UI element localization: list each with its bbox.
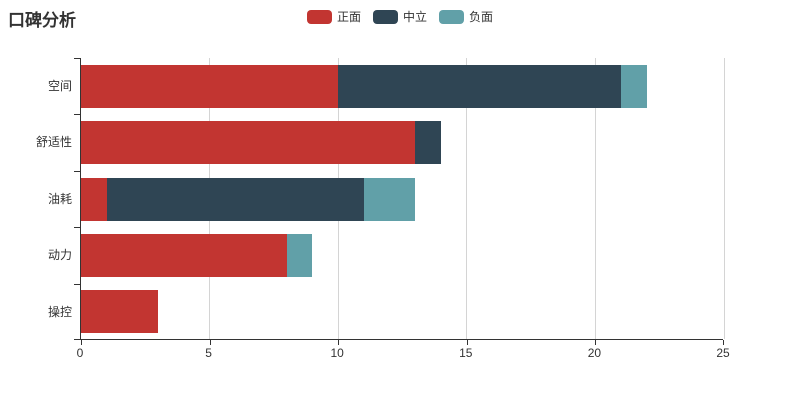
gridline-x-15 xyxy=(466,58,468,339)
x-axis-tick-label-20: 20 xyxy=(587,346,602,360)
x-axis-tick xyxy=(723,340,724,345)
legend: 正面 中立 负面 xyxy=(0,8,800,25)
legend-swatch-negative xyxy=(439,9,464,24)
bar-row-4 xyxy=(81,290,159,334)
y-axis-tick xyxy=(74,284,80,285)
bar-segment-s2-c0[interactable] xyxy=(621,64,647,108)
legend-label-negative: 负面 xyxy=(469,10,494,24)
bar-segment-s2-c2[interactable] xyxy=(363,177,416,221)
x-axis-tick-label-15: 15 xyxy=(459,346,473,360)
bar-segment-s2-c3[interactable] xyxy=(286,233,313,277)
bar-segment-s1-c1[interactable] xyxy=(415,121,442,165)
bar-segment-s1-c2[interactable] xyxy=(106,177,364,221)
y-axis-tick xyxy=(74,58,80,59)
bar-row-1 xyxy=(81,121,442,165)
bar-row-0 xyxy=(81,64,647,108)
plot-area xyxy=(74,58,725,345)
y-axis-label-1: 舒适性 xyxy=(35,135,72,150)
x-axis-tick-label-0: 0 xyxy=(76,346,84,360)
bar-segment-s0-c2[interactable] xyxy=(81,177,107,221)
legend-label-positive: 正面 xyxy=(336,10,361,24)
bar-row-2 xyxy=(81,177,416,221)
x-axis-tick xyxy=(338,340,340,345)
legend-item-neutral[interactable]: 中立 xyxy=(372,8,427,25)
bar-segment-s0-c4[interactable] xyxy=(81,290,159,334)
x-axis-tick xyxy=(209,340,211,345)
y-axis-tick xyxy=(74,227,80,228)
x-axis-tick xyxy=(595,340,597,345)
y-axis-tick xyxy=(74,339,80,340)
legend-item-positive[interactable]: 正面 xyxy=(306,8,361,25)
legend-item-negative[interactable]: 负面 xyxy=(439,8,493,25)
legend-swatch-positive xyxy=(306,9,332,24)
gridline-x-25 xyxy=(723,58,725,339)
x-axis-tick-label-25: 25 xyxy=(716,346,730,360)
bar-segment-s0-c3[interactable] xyxy=(81,233,287,277)
x-axis-labels: 0 5 10 15 20 25 xyxy=(76,346,730,364)
x-axis-tick xyxy=(81,340,82,345)
y-axis-tick xyxy=(74,171,80,172)
bar-segment-s0-c1[interactable] xyxy=(81,121,416,165)
y-axis-tick xyxy=(74,114,80,115)
y-axis-label-2: 油耗 xyxy=(47,191,72,206)
bar-segment-s0-c0[interactable] xyxy=(81,64,339,108)
y-axis-labels: 空间舒适性油耗动力操控 xyxy=(0,58,72,340)
chart-title: 口碑分析 xyxy=(8,11,76,30)
x-axis-tick-label-10: 10 xyxy=(330,346,344,360)
bar-segment-s1-c0[interactable] xyxy=(338,64,622,108)
legend-swatch-neutral xyxy=(372,9,398,24)
bar-row-3 xyxy=(81,233,313,277)
x-axis-tick xyxy=(466,340,468,345)
gridline-x-20 xyxy=(594,58,596,339)
y-axis-label-0: 空间 xyxy=(47,79,72,93)
y-axis-label-3: 动力 xyxy=(47,248,72,263)
legend-label-neutral: 中立 xyxy=(402,10,427,24)
x-axis-tick-label-5: 5 xyxy=(205,346,212,360)
y-axis-label-4: 操控 xyxy=(47,304,72,319)
